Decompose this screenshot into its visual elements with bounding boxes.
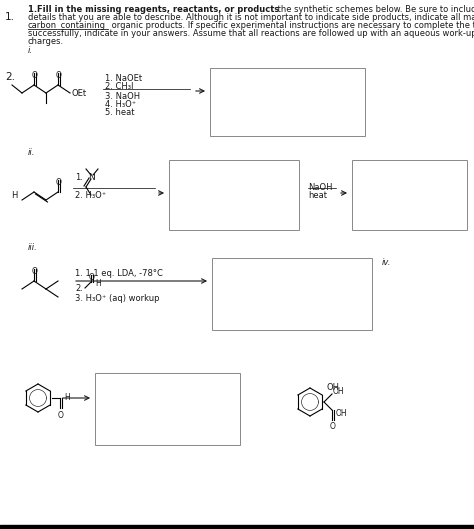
Bar — [212, 258, 372, 330]
Text: 1.: 1. — [5, 12, 15, 22]
Text: O: O — [89, 273, 95, 282]
Text: successfully, indicate in your answers. Assume that all reactions are followed u: successfully, indicate in your answers. … — [28, 29, 474, 38]
Bar — [95, 373, 240, 445]
Text: details that you are able to describe. Although it is not important to indicate : details that you are able to describe. A… — [28, 13, 474, 22]
Text: OH: OH — [327, 384, 340, 393]
Text: N: N — [89, 172, 95, 181]
Text: 4. H₃O⁺: 4. H₃O⁺ — [105, 100, 136, 109]
Text: O: O — [32, 267, 38, 276]
Text: 3. H₃O⁺ (aq) workup: 3. H₃O⁺ (aq) workup — [75, 294, 159, 303]
Text: 2. CH₃I: 2. CH₃I — [105, 82, 134, 91]
Text: containing: containing — [58, 21, 105, 30]
Text: the synthetic schemes below. Be sure to include any stereochemical: the synthetic schemes below. Be sure to … — [275, 5, 474, 14]
Text: 5. heat: 5. heat — [105, 108, 135, 117]
Text: 2.: 2. — [5, 72, 15, 82]
Text: 2.: 2. — [75, 284, 83, 293]
Text: 1. 1.1 eq. LDA, -78°C: 1. 1.1 eq. LDA, -78°C — [75, 269, 163, 278]
Bar — [169, 160, 299, 230]
Text: heat: heat — [308, 191, 327, 200]
Text: OEt: OEt — [72, 89, 87, 98]
Text: H: H — [64, 393, 70, 402]
Text: O: O — [32, 71, 38, 80]
Text: O: O — [56, 71, 62, 80]
Text: H: H — [12, 190, 18, 199]
Bar — [352, 160, 467, 230]
Text: 1. NaOEt: 1. NaOEt — [105, 74, 142, 83]
Text: OH: OH — [333, 388, 345, 397]
Text: O: O — [58, 411, 64, 420]
Text: charges.: charges. — [28, 37, 64, 46]
Text: OH: OH — [336, 409, 347, 418]
Text: 1.: 1. — [75, 173, 83, 182]
Text: Fill in the missing reagents, reactants, or products: Fill in the missing reagents, reactants,… — [37, 5, 279, 14]
Text: iv.: iv. — [382, 258, 392, 267]
Text: H: H — [95, 278, 101, 287]
Text: 3. NaOH: 3. NaOH — [105, 92, 140, 101]
Text: organic products. If specific experimental instructions are necessary to complet: organic products. If specific experiment… — [109, 21, 474, 30]
Text: iii.: iii. — [28, 243, 38, 252]
Text: i.: i. — [28, 46, 33, 55]
Text: O: O — [56, 178, 62, 187]
Text: carbon: carbon — [28, 21, 57, 30]
Text: O: O — [330, 422, 336, 431]
Bar — [210, 68, 365, 136]
Text: ii.: ii. — [28, 148, 36, 157]
Text: NaOH: NaOH — [308, 183, 332, 192]
Text: 1.: 1. — [28, 5, 40, 14]
Text: 2. H₃O⁺: 2. H₃O⁺ — [75, 191, 106, 200]
